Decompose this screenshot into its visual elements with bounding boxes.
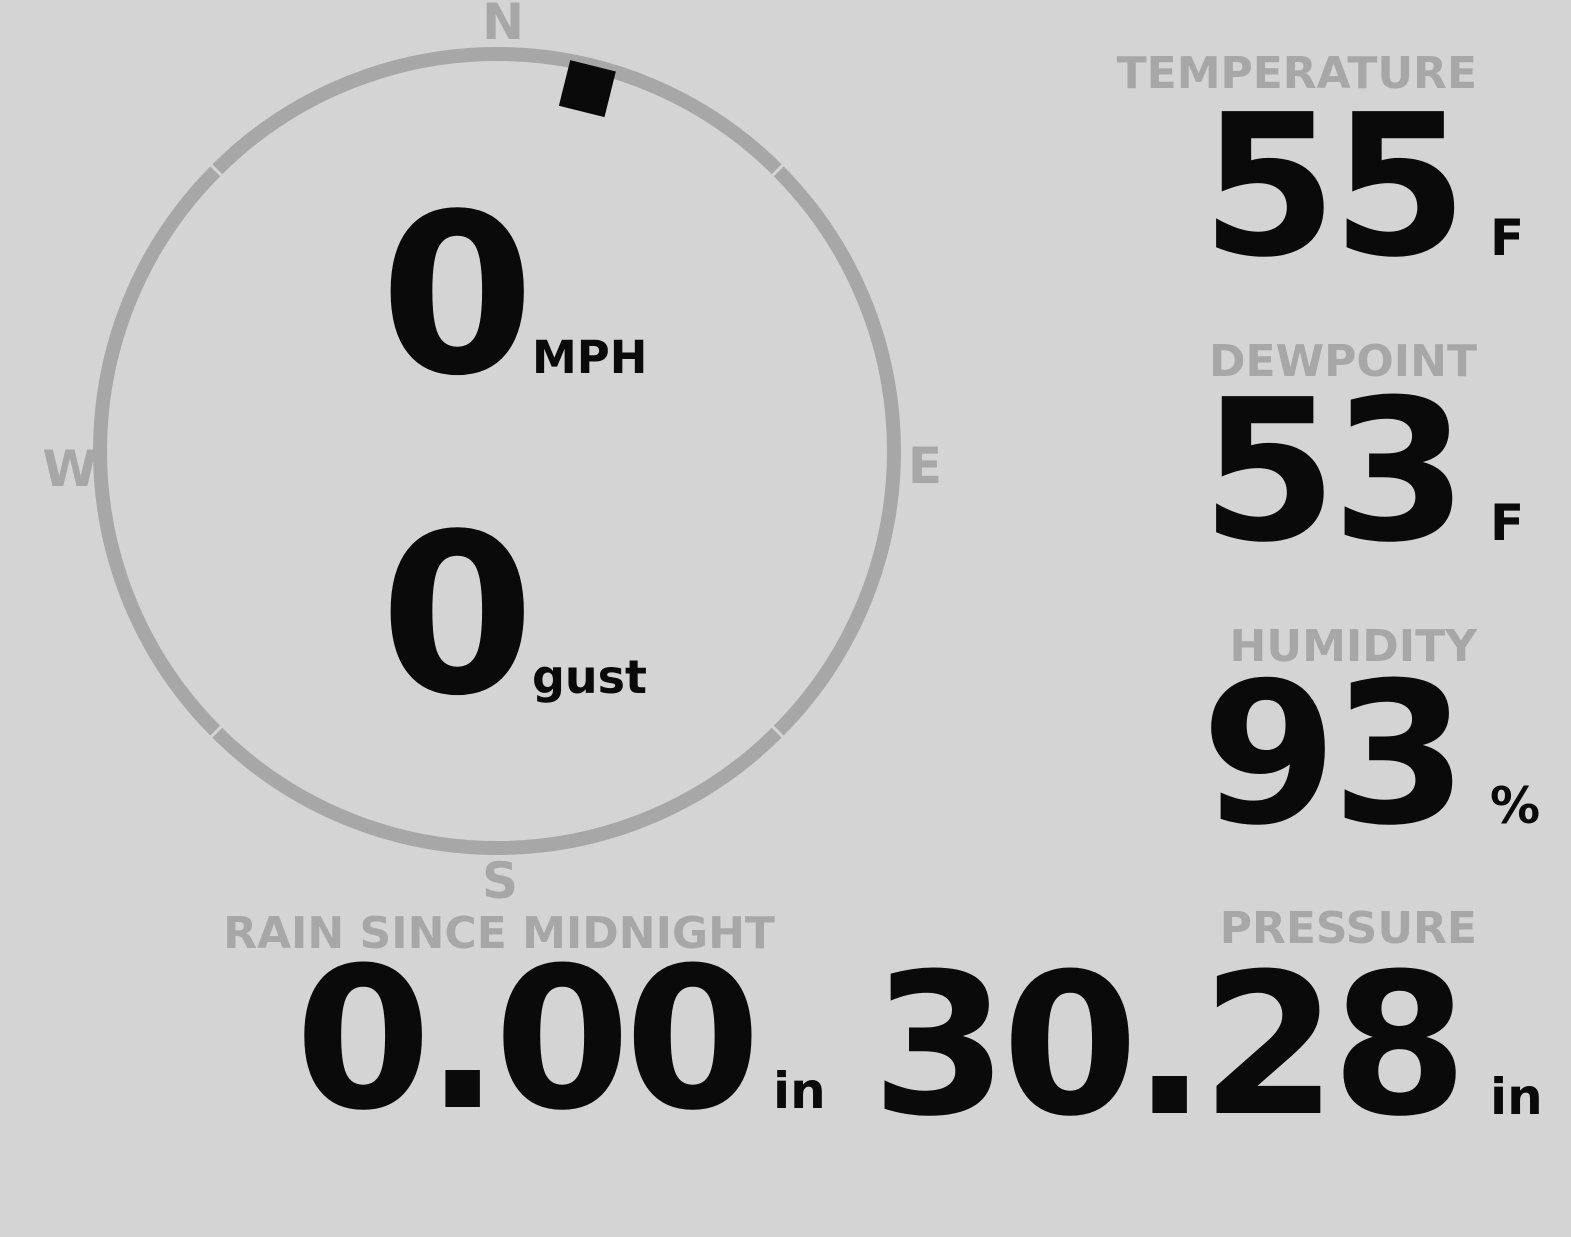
rain-value: 0.00: [294, 926, 761, 1154]
pressure-unit: in: [1490, 1068, 1543, 1126]
wind-speed-unit: MPH: [532, 331, 648, 384]
humidity-unit: %: [1490, 777, 1541, 835]
wind-gust-value: 0: [380, 487, 534, 745]
pressure-value: 30.28: [871, 932, 1467, 1160]
temperature-unit: F: [1490, 209, 1525, 267]
rain-unit: in: [773, 1062, 826, 1120]
compass-south-label: S: [481, 852, 519, 910]
wind-speed-value: 0: [380, 167, 534, 425]
dewpoint-unit: F: [1490, 494, 1525, 552]
dewpoint-value: 53: [1201, 358, 1468, 586]
temperature-value: 55: [1201, 73, 1468, 301]
dewpoint-label: DEWPOINT: [1209, 336, 1477, 387]
wind-gust-unit: gust: [532, 650, 648, 704]
temperature-label: TEMPERATURE: [1116, 48, 1477, 99]
pressure-label: PRESSURE: [1219, 903, 1477, 954]
compass-east-label: E: [907, 437, 943, 495]
compass-north-label: N: [482, 0, 524, 51]
wind-direction-indicator: [558, 60, 616, 118]
humidity-label: HUMIDITY: [1229, 621, 1477, 672]
compass-west-label: W: [42, 440, 98, 498]
humidity-value: 93: [1201, 641, 1468, 869]
rain-label: RAIN SINCE MIDNIGHT: [223, 908, 775, 959]
